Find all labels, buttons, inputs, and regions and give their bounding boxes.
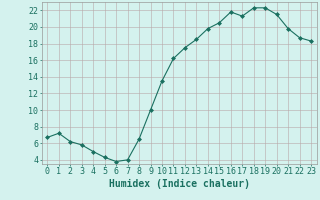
X-axis label: Humidex (Indice chaleur): Humidex (Indice chaleur) [109,179,250,189]
